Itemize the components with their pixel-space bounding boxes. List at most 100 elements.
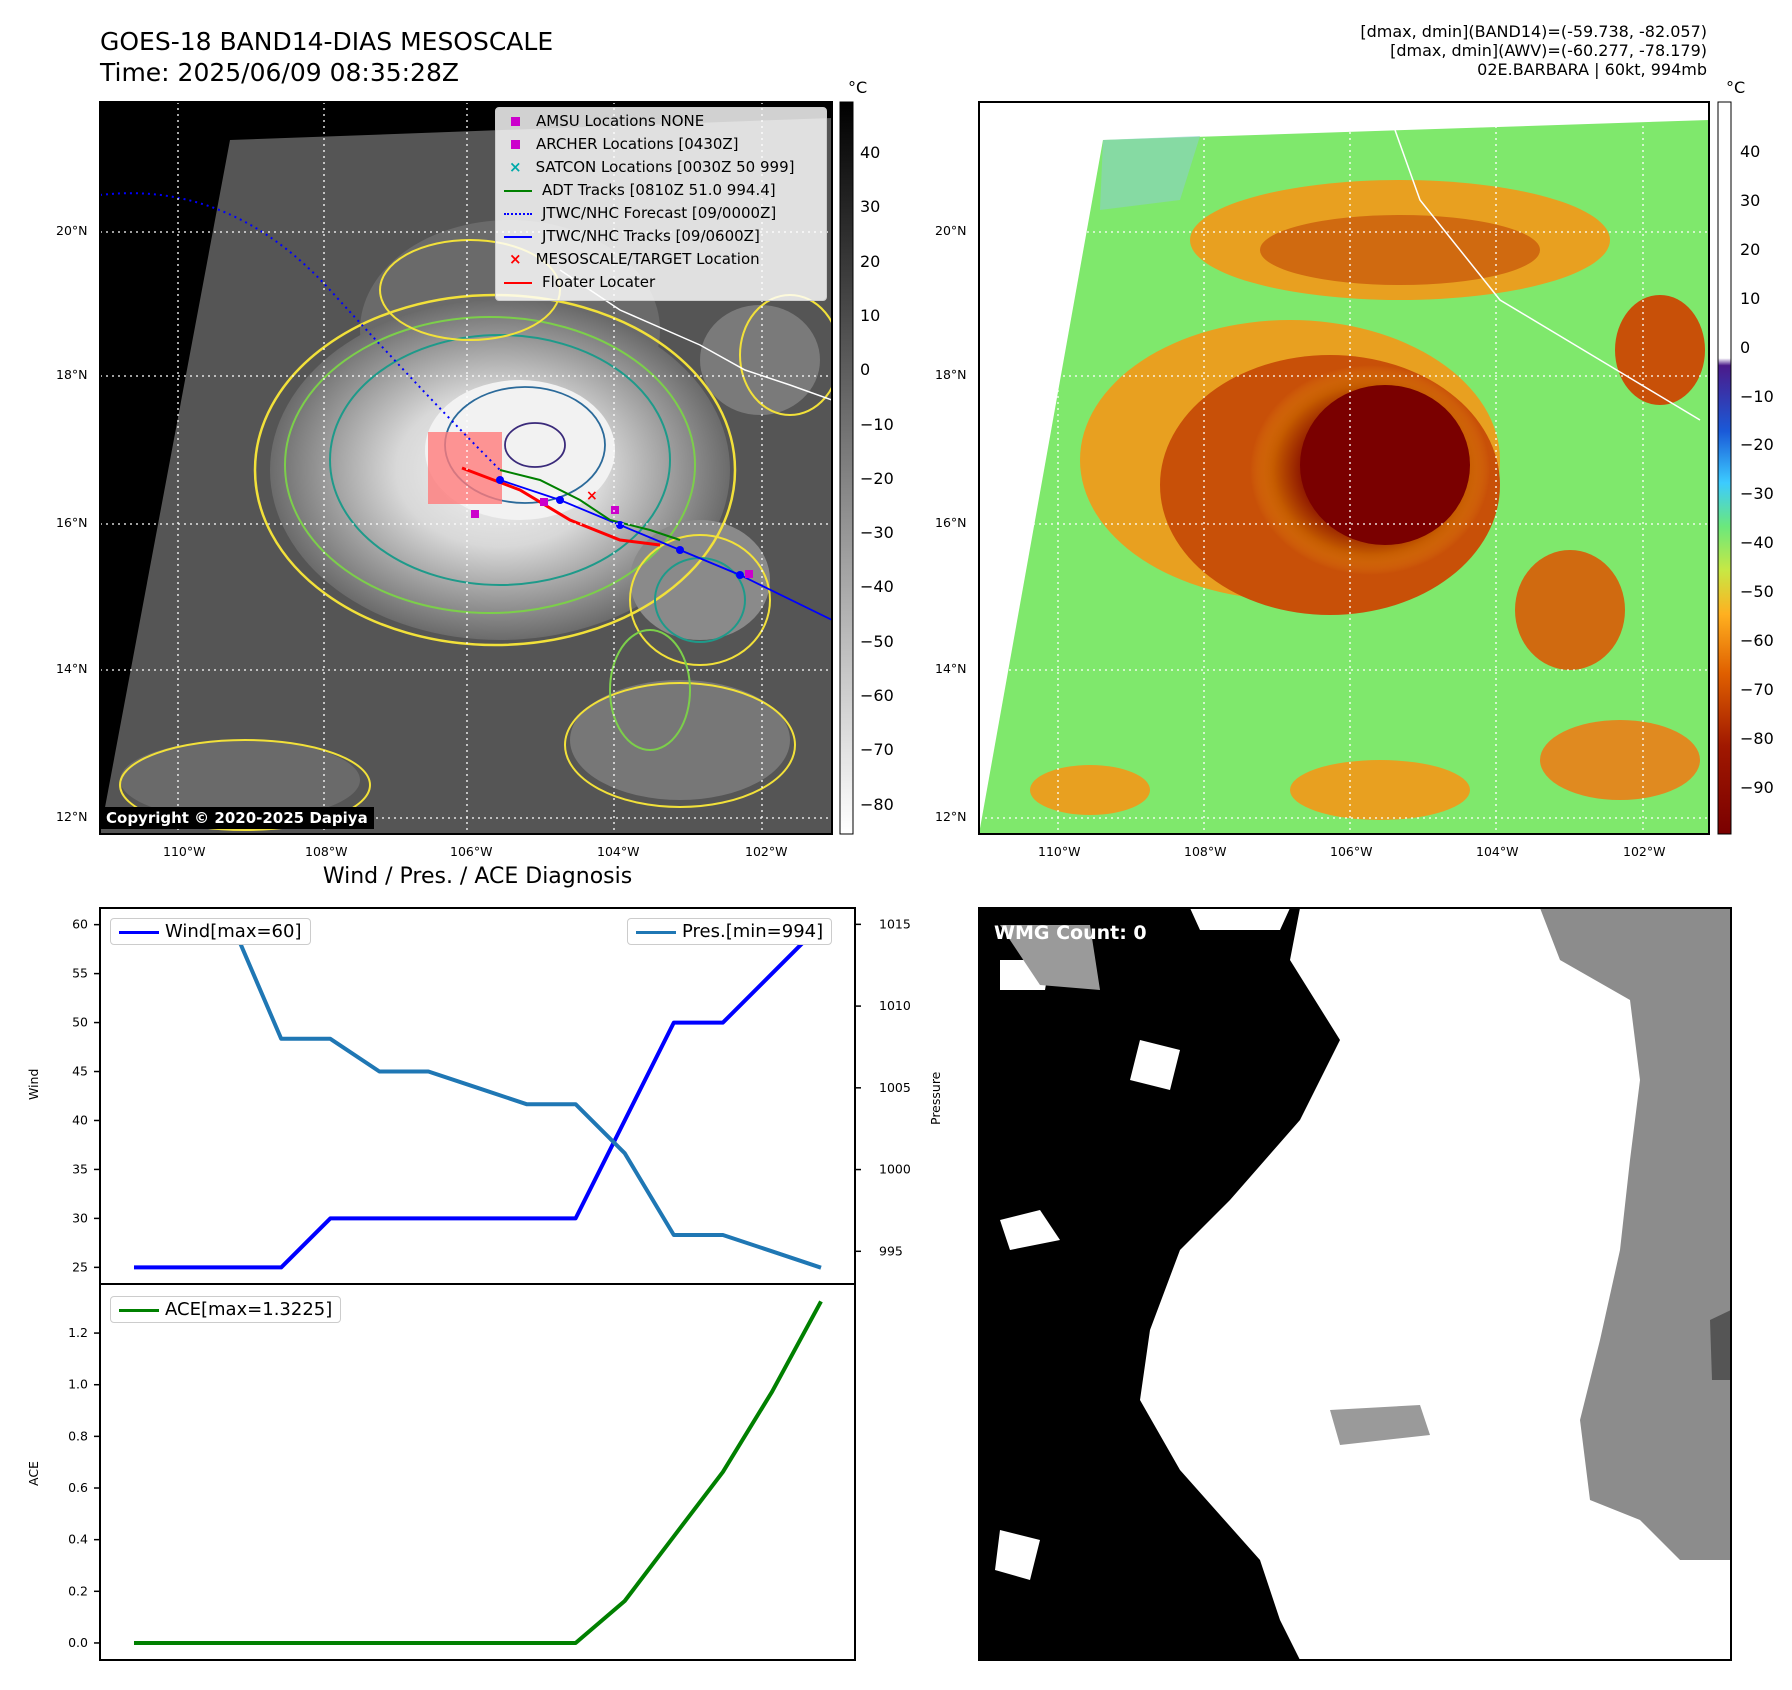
y-tick-label: 45 xyxy=(72,1064,88,1079)
colorbar-tick-label: 30 xyxy=(860,197,881,217)
y-tick-label: 1.0 xyxy=(68,1377,88,1392)
awv-lat-label: 16°N xyxy=(935,515,967,530)
dotted-line-icon xyxy=(504,212,532,215)
y2-tick-label: 1010 xyxy=(879,998,911,1013)
colorbar-tick-label: 10 xyxy=(860,305,881,325)
diagnosis-title: Wind / Pres. / ACE Diagnosis xyxy=(322,864,633,889)
awv-lat-label: 20°N xyxy=(935,223,967,238)
series-line-1 xyxy=(134,923,823,1270)
awv-lat-label: 12°N xyxy=(935,809,967,824)
y-tick-label: 25 xyxy=(72,1259,88,1274)
colorbar-tick-label: 40 xyxy=(860,143,881,162)
ir-legend: AMSU Locations NONE ARCHER Locations [04… xyxy=(495,107,827,301)
y2-tick-label: 995 xyxy=(879,1243,903,1258)
info-line-1: [dmax, dmin](BAND14)=(-59.738, -82.057) xyxy=(1360,22,1707,41)
legend-archer: ARCHER Locations [0430Z] xyxy=(511,135,739,153)
info-line-2: [dmax, dmin](AWV)=(-60.277, -78.179) xyxy=(1390,41,1707,60)
ace-legend: ACE[max=1.3225] xyxy=(110,1296,342,1323)
ace-axis-label: ACE xyxy=(26,1461,41,1486)
colorbar-tick-label: −10 xyxy=(1740,386,1774,406)
y-tick-label: 30 xyxy=(72,1210,88,1225)
y-tick-label: 1.2 xyxy=(68,1325,88,1340)
solid-line-icon xyxy=(504,281,532,284)
awv-lon-label: 102°W xyxy=(1623,844,1666,859)
colorbar-tick-label: −50 xyxy=(1740,582,1774,602)
awv-lon-label: 106°W xyxy=(1330,844,1373,859)
info-line-3: 02E.BARBARA | 60kt, 994mb xyxy=(1477,60,1707,79)
y-tick-label: 35 xyxy=(72,1161,88,1176)
colorbar-tick-label: −20 xyxy=(1740,435,1774,455)
awv-lat-label: 14°N xyxy=(935,661,967,676)
wmg-panel xyxy=(979,908,1731,1660)
ir-colorbar-unit: °C xyxy=(848,78,868,97)
storm-info: [dmax, dmin](BAND14)=(-59.738, -82.057)[… xyxy=(1360,22,1707,79)
awv-lon-label: 108°W xyxy=(1184,844,1227,859)
legend-forecast: JTWC/NHC Forecast [09/0000Z] xyxy=(504,204,776,222)
colorbar-tick-label: 40 xyxy=(1740,142,1761,161)
awv-lon-label: 110°W xyxy=(1038,844,1081,859)
solid-line-icon xyxy=(504,189,532,192)
awv-colorbar xyxy=(1717,101,1732,835)
wind-legend: Wind[max=60] xyxy=(110,918,311,945)
ir-lon-label: 108°W xyxy=(305,844,348,859)
dot-line-icon xyxy=(504,235,532,238)
y-tick-label: 0.0 xyxy=(68,1635,88,1650)
solid-line-icon xyxy=(119,1308,159,1312)
colorbar-tick-label: −30 xyxy=(860,523,894,543)
pressure-legend: Pres.[min=994] xyxy=(627,918,833,945)
colorbar-tick-label: −50 xyxy=(860,631,894,651)
legend-satcon: × SATCON Locations [0030Z 50 999] xyxy=(509,158,795,176)
awv-lon-label: 104°W xyxy=(1476,844,1519,859)
colorbar-tick-label: −80 xyxy=(860,794,894,814)
colorbar-tick-label: 10 xyxy=(1740,288,1761,308)
colorbar-tick-label: −80 xyxy=(1740,728,1774,748)
square-marker-icon xyxy=(511,117,520,126)
ir-lat-label: 16°N xyxy=(56,515,88,530)
legend-adt: ADT Tracks [0810Z 51.0 994.4] xyxy=(504,181,776,199)
colorbar-tick-label: −70 xyxy=(860,740,894,760)
series-line-2 xyxy=(134,922,822,1270)
colorbar-tick-label: 0 xyxy=(860,360,871,380)
ir-lat-label: 20°N xyxy=(56,223,88,238)
colorbar-tick-label: −30 xyxy=(1740,484,1774,504)
y2-tick-label: 1005 xyxy=(879,1080,911,1095)
pressure-axis-label: Pressure xyxy=(928,1071,943,1125)
ir-lon-label: 104°W xyxy=(597,844,640,859)
colorbar-tick-label: −70 xyxy=(1740,679,1774,699)
colorbar-tick-label: 20 xyxy=(1740,239,1761,259)
y-tick-label: 0.6 xyxy=(68,1480,88,1495)
colorbar-tick-label: −60 xyxy=(1740,631,1774,650)
ir-lon-label: 106°W xyxy=(450,844,493,859)
colorbar-tick-label: 0 xyxy=(1740,337,1751,357)
ir-lat-label: 14°N xyxy=(56,661,88,676)
colorbar-tick-label: −20 xyxy=(860,468,894,488)
legend-floater: Floater Locater xyxy=(504,273,655,291)
legend-amsu: AMSU Locations NONE xyxy=(511,112,704,130)
title-line-2: Time: 2025/06/09 08:35:28Z xyxy=(100,58,459,87)
ir-lat-label: 18°N xyxy=(56,367,88,382)
x-marker-icon: × xyxy=(509,158,522,176)
solid-line-icon xyxy=(636,930,676,934)
colorbar-tick-label: −40 xyxy=(1740,533,1774,553)
y2-tick-label: 1015 xyxy=(879,916,911,931)
legend-jtwc: JTWC/NHC Tracks [09/0600Z] xyxy=(504,227,760,245)
colorbar-tick-label: −10 xyxy=(860,414,894,434)
title-line-1: GOES-18 BAND14-DIAS MESOSCALE xyxy=(100,27,554,56)
square-marker-icon xyxy=(511,140,520,149)
ir-colorbar xyxy=(839,101,854,835)
colorbar-tick-label: −90 xyxy=(1740,777,1774,797)
colorbar-tick-label: 20 xyxy=(860,251,881,271)
colorbar-tick-label: −60 xyxy=(860,686,894,705)
y-tick-label: 0.4 xyxy=(68,1532,88,1547)
wind-axis-label: Wind xyxy=(26,1068,41,1100)
awv-image xyxy=(979,102,1709,834)
wmg-count-label: WMG Count: 0 xyxy=(994,922,1147,944)
y-tick-label: 60 xyxy=(72,917,88,932)
ir-lon-label: 110°W xyxy=(163,844,206,859)
ace-axes xyxy=(99,1283,856,1661)
legend-target: × MESOSCALE/TARGET Location xyxy=(509,250,760,268)
wind-pressure-axes xyxy=(99,907,856,1285)
svg-text:×: × xyxy=(586,488,598,504)
y-tick-label: 0.2 xyxy=(68,1583,88,1598)
